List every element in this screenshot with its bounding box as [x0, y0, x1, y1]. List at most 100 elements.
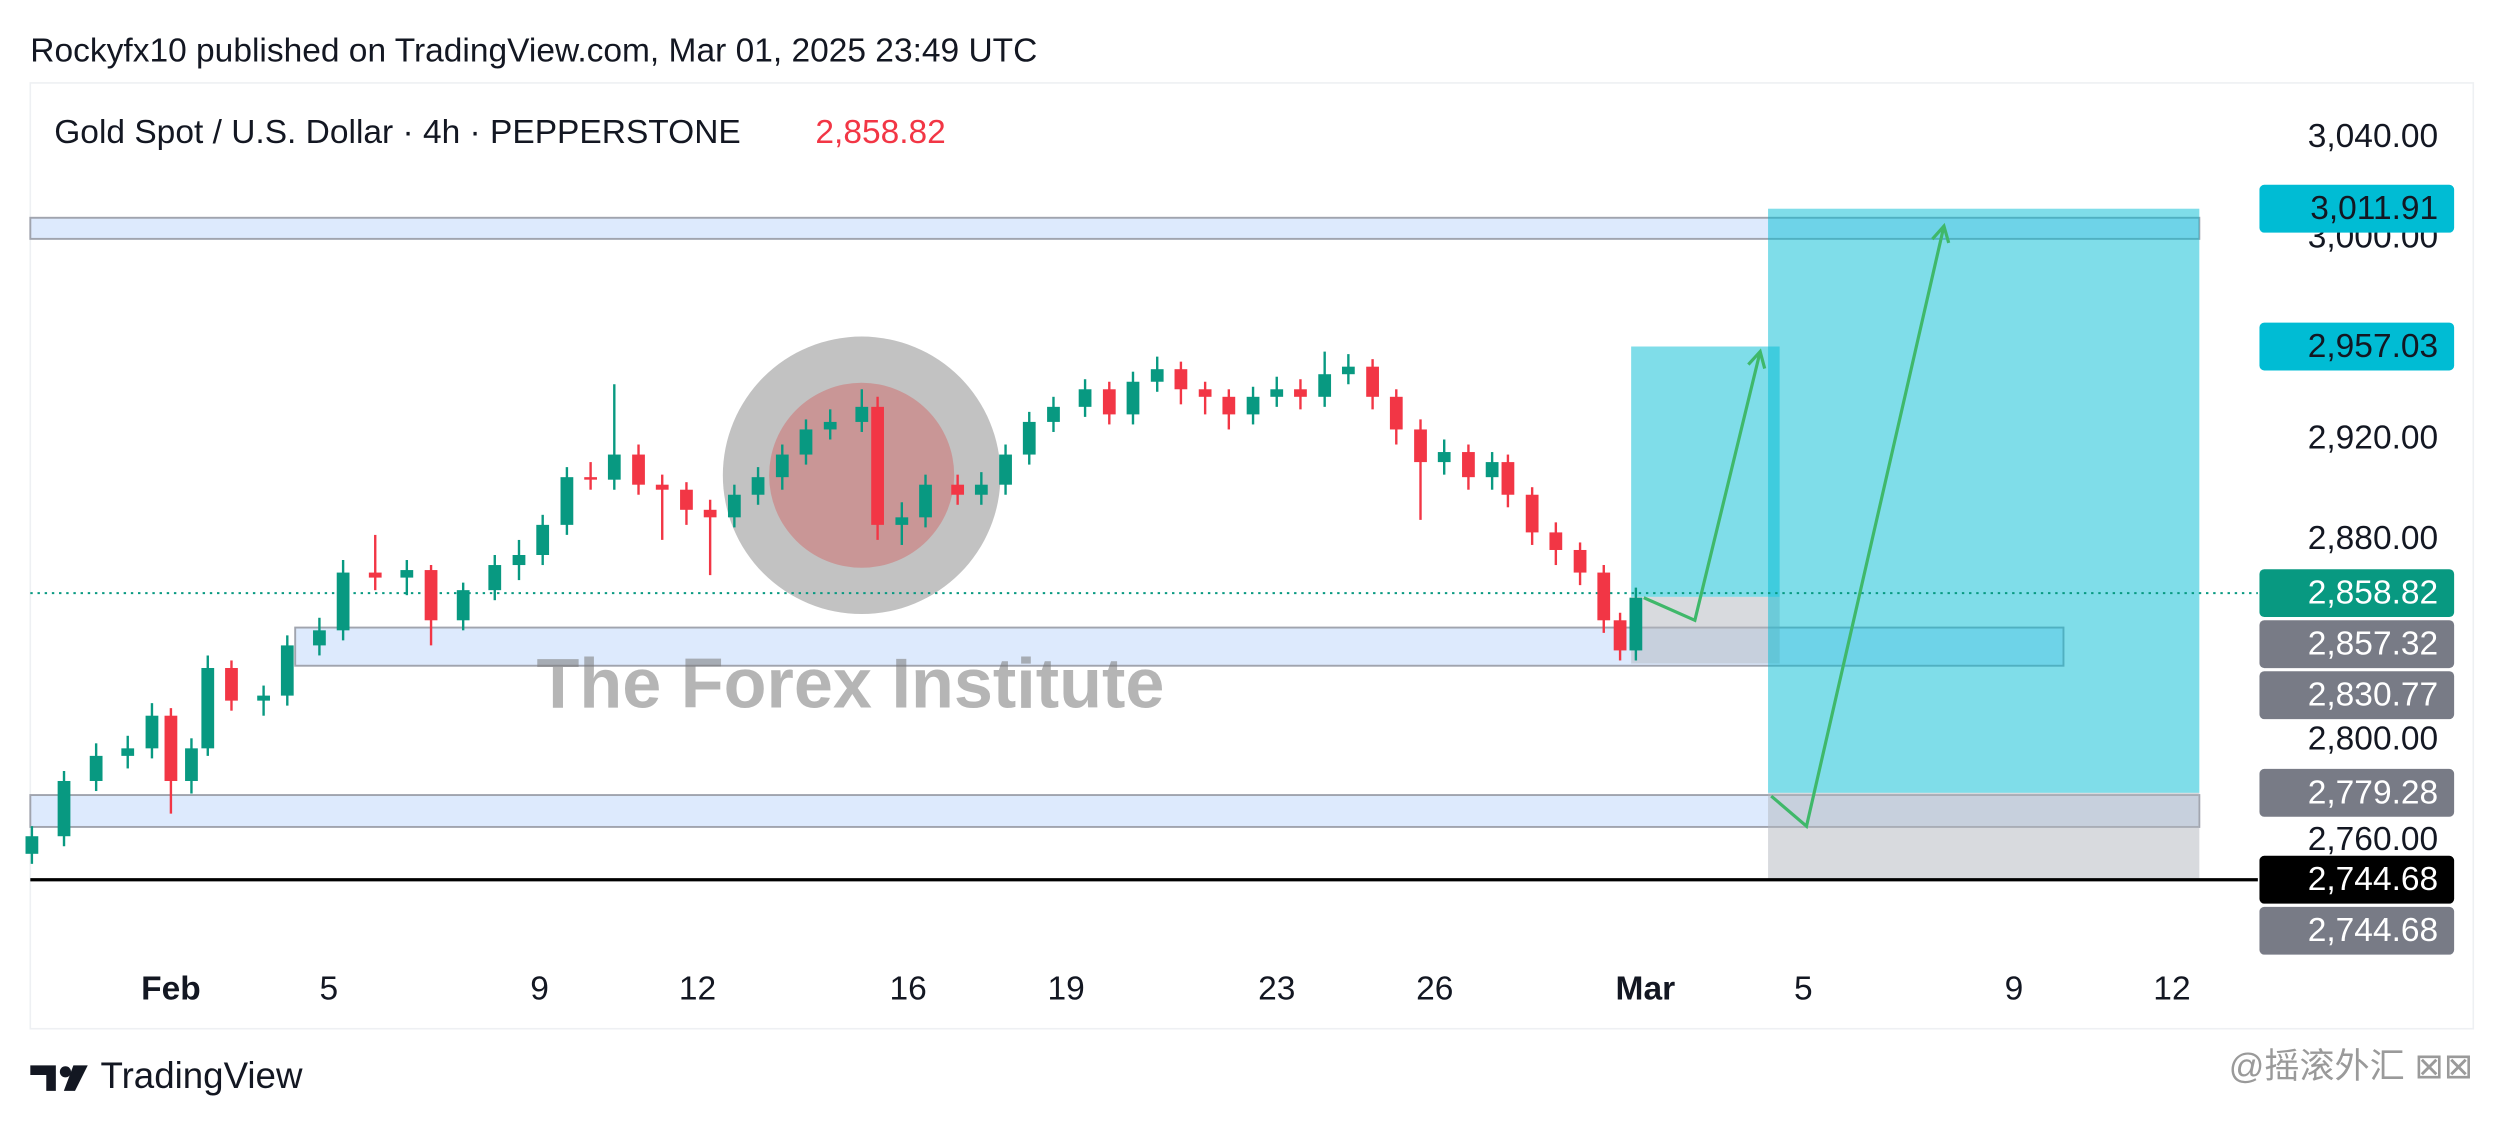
candle-body: [1501, 462, 1515, 495]
x-tick-label: 5: [1794, 970, 1813, 1007]
plot: The Forex Institute3,040.003,000.002,920…: [25, 118, 2455, 1007]
logo-part: [59, 1066, 72, 1078]
candle-body: [400, 570, 414, 578]
candle-body: [951, 484, 965, 495]
price-label-box: [2259, 855, 2455, 904]
candle-body: [1047, 406, 1060, 422]
x-tick-label: 12: [2153, 970, 2190, 1007]
candle-body: [1549, 532, 1563, 550]
candle-body: [1462, 452, 1475, 478]
candle-body: [89, 755, 103, 781]
candle-body: [1270, 389, 1284, 397]
header: Rockyfx10 published on TradingView.com, …: [30, 32, 1037, 69]
price-label: 2,744.68: [2308, 861, 2438, 898]
candle-body: [799, 429, 813, 455]
candle-body: [488, 565, 502, 591]
candle-body: [185, 748, 198, 781]
candle-body: [751, 477, 765, 495]
candle-body: [823, 421, 837, 430]
candle-body: [257, 695, 270, 701]
footer-watermark: @摇滚外汇 ⊠⊠: [2229, 1047, 2474, 1086]
x-tick-label: 16: [890, 970, 927, 1007]
chart-frame: [29, 82, 2475, 1030]
candle-body: [145, 715, 159, 749]
candle-body: [424, 570, 438, 621]
price-label: 2,830.77: [2308, 677, 2438, 714]
candle-body: [1318, 374, 1332, 397]
candle-body: [280, 645, 294, 696]
projection-arrowhead: [1931, 222, 1951, 244]
candle-body: [1525, 494, 1539, 533]
y-tick-label: 2,880.00: [2308, 520, 2438, 557]
position-stop: [1768, 792, 2200, 880]
candle-body: [1573, 549, 1587, 573]
y-tick-label: 2,800.00: [2308, 721, 2438, 758]
x-tick-label: 9: [2005, 970, 2024, 1007]
candle-body: [1022, 421, 1036, 455]
x-tick-label: 26: [1416, 970, 1453, 1007]
candle-body: [655, 484, 669, 490]
candle-body: [999, 454, 1012, 485]
candle-body: [855, 406, 869, 422]
chart-title: Gold Spot / U.S. Dollar · 4h · PEPPERSTO…: [54, 114, 741, 151]
y-tick-label: 2,760.00: [2308, 821, 2438, 858]
position-target: [1768, 208, 2200, 793]
footer-brand: TradingView: [101, 1055, 303, 1096]
candle-body: [727, 494, 741, 518]
price-label-box: [2259, 322, 2455, 371]
candle-body: [313, 630, 326, 646]
candle-body: [1366, 366, 1379, 397]
price-label-box: [2259, 569, 2455, 618]
candle-body: [1078, 389, 1092, 407]
candle-body: [536, 524, 550, 556]
price-label-box: [2259, 184, 2455, 233]
candle-body: [703, 509, 717, 518]
candle-body: [919, 484, 932, 518]
candle-body: [1246, 396, 1260, 415]
candle-body: [680, 489, 693, 510]
price-label: 2,957.03: [2308, 328, 2438, 365]
candle-body: [1341, 366, 1355, 375]
candle-body: [1150, 369, 1164, 382]
candle-body: [1485, 462, 1499, 478]
projection: [1643, 351, 1762, 623]
y-tick-label: 3,040.00: [2308, 118, 2438, 155]
candle-body: [1629, 597, 1643, 651]
position-target: [1631, 346, 1780, 597]
price-label: 2,779.28: [2308, 774, 2438, 811]
price-label: 2,858.82: [2308, 575, 2438, 612]
x-tick-label: 12: [679, 970, 716, 1007]
candle-body: [607, 454, 621, 480]
candle-body: [121, 748, 135, 756]
candle-body: [512, 555, 526, 566]
candle-body: [164, 715, 178, 781]
x-tick-label: 19: [1047, 970, 1084, 1007]
x-tick-label: 23: [1258, 970, 1295, 1007]
x-tick-label: Feb: [141, 970, 201, 1007]
price-label: 3,011.91: [2310, 190, 2438, 227]
projection: [1770, 225, 1946, 830]
candle-body: [1414, 429, 1427, 463]
candle-body: [336, 572, 350, 631]
price-label-box: [2259, 906, 2455, 955]
candle-body: [1198, 389, 1212, 397]
logo-part: [63, 1065, 88, 1091]
x-tick-label: Mar: [1616, 970, 1676, 1007]
price-label-box: [2259, 620, 2455, 669]
price-label: 2,857.32: [2308, 626, 2438, 663]
candle-body: [1437, 452, 1451, 463]
logo-part: [30, 1065, 56, 1091]
y-tick-label: 2,920.00: [2308, 419, 2438, 456]
candle-body: [560, 477, 574, 525]
tv-logo: [30, 1065, 88, 1091]
candle-body: [368, 572, 382, 578]
x-tick-label: 9: [530, 970, 549, 1007]
candle-body: [871, 406, 884, 525]
price-label: 2,744.68: [2308, 912, 2438, 949]
candle-body: [974, 484, 988, 495]
x-tick-label: 5: [320, 970, 339, 1007]
watermark-text: The Forex Institute: [536, 644, 1164, 723]
candle-body: [1389, 396, 1403, 430]
candle-body: [1126, 381, 1140, 415]
